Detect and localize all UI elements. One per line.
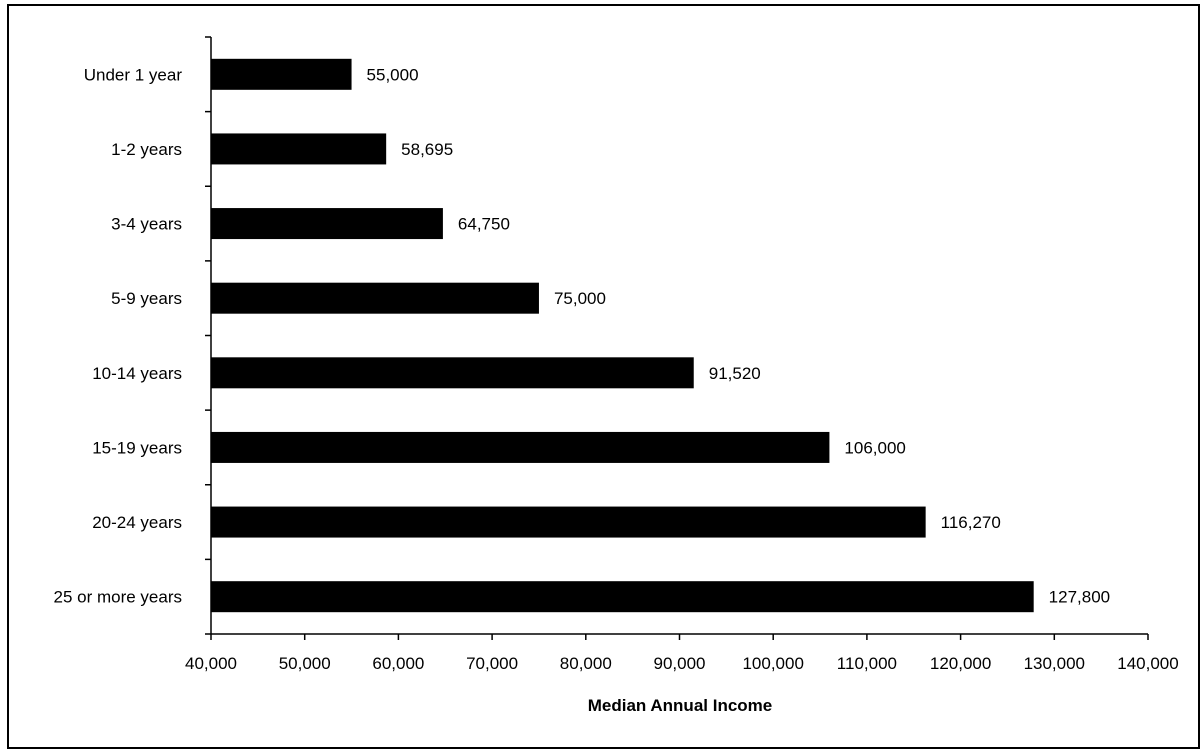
- data-label: 91,520: [709, 364, 761, 383]
- x-axis-title: Median Annual Income: [588, 696, 773, 715]
- data-label: 75,000: [554, 289, 606, 308]
- data-label: 55,000: [367, 65, 419, 84]
- data-label: 106,000: [844, 438, 905, 457]
- x-tick-label: 40,000: [185, 654, 237, 673]
- y-tick-label: 10-14 years: [92, 364, 182, 383]
- x-tick-label: 80,000: [560, 654, 612, 673]
- axes-group: Under 1 year 1-2 years 3-4 years 5-9 years 1…: [54, 36, 1179, 673]
- y-tick-label: 20-24 years: [92, 513, 182, 532]
- x-tick-label: 50,000: [279, 654, 331, 673]
- bar: [211, 581, 1034, 613]
- y-tick-label: 5-9 years: [111, 289, 182, 308]
- y-tick-label: 3-4 years: [111, 215, 182, 234]
- x-tick-label: 90,000: [654, 654, 706, 673]
- x-tick-label: 60,000: [372, 654, 424, 673]
- data-label: 127,800: [1049, 588, 1110, 607]
- y-tick-label: 15-19 years: [92, 438, 182, 457]
- data-label: 58,695: [401, 140, 453, 159]
- bar: [211, 133, 387, 165]
- x-tick-label: 120,000: [930, 654, 991, 673]
- data-label: 64,750: [458, 215, 510, 234]
- x-tick-label: 110,000: [837, 654, 897, 673]
- bar: [211, 208, 443, 240]
- bar: [211, 282, 539, 314]
- x-tick-label: 100,000: [742, 654, 803, 673]
- bars-group: 55,000 58,695 64,750 75,000 91,520 106,000 116…: [211, 58, 1110, 613]
- y-tick-label: 25 or more years: [54, 588, 183, 607]
- y-tick-label: Under 1 year: [84, 65, 183, 84]
- x-tick-label: 70,000: [466, 654, 518, 673]
- bar: [211, 58, 352, 90]
- x-tick-label: 140,000: [1117, 654, 1178, 673]
- y-tick-label: 1-2 years: [111, 140, 182, 159]
- data-label: 116,270: [941, 513, 1001, 532]
- bar: [211, 431, 830, 463]
- x-tick-label: 130,000: [1024, 654, 1085, 673]
- bar: [211, 506, 926, 538]
- bar: [211, 357, 694, 389]
